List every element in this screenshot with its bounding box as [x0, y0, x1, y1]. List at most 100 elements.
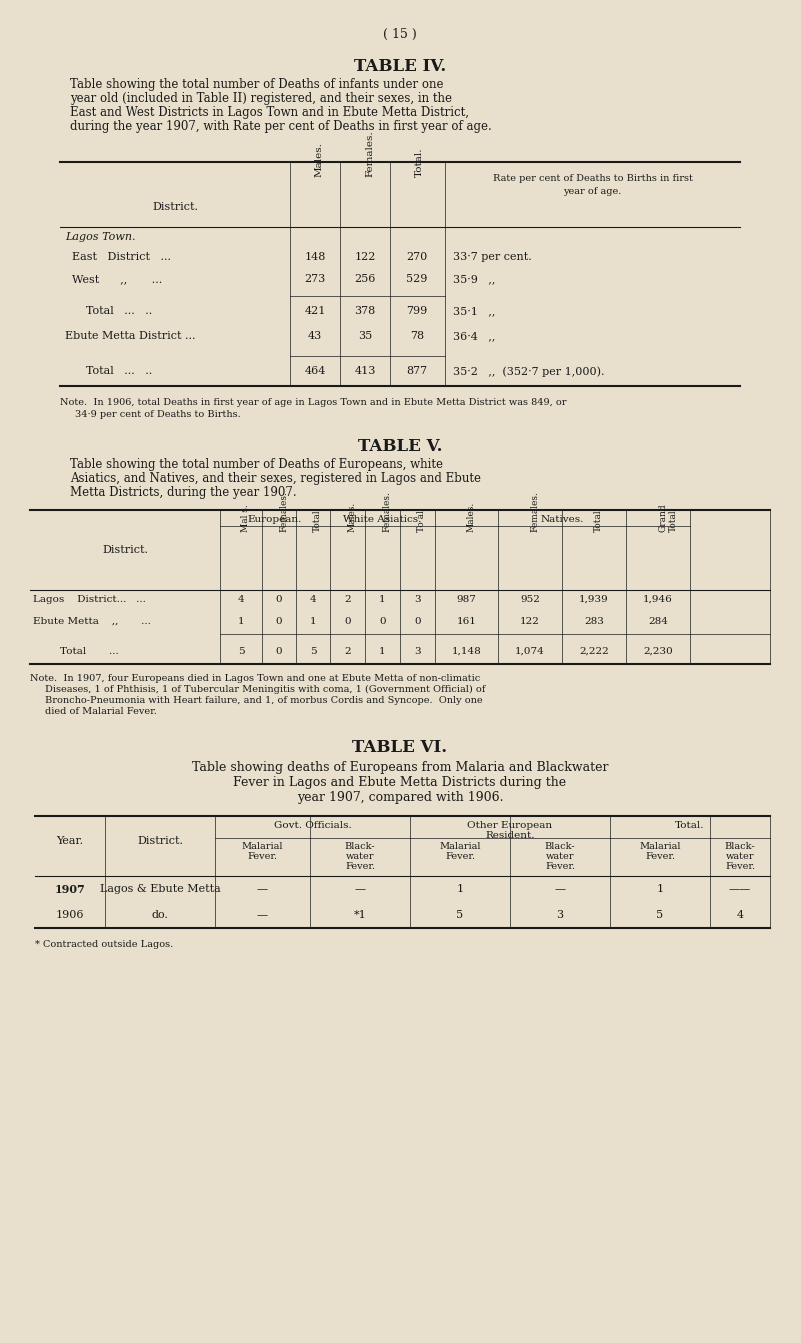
Text: 421: 421 — [304, 306, 326, 316]
Text: 1: 1 — [238, 616, 244, 626]
Text: Fever.: Fever. — [445, 851, 475, 861]
Text: District.: District. — [102, 545, 148, 555]
Text: Males.: Males. — [466, 502, 476, 532]
Text: Total.: Total. — [594, 506, 603, 532]
Text: Malarial: Malarial — [639, 842, 681, 851]
Text: 5: 5 — [457, 911, 464, 920]
Text: Ebute Metta    ,,       ...: Ebute Metta ,, ... — [33, 616, 151, 626]
Text: 0: 0 — [344, 616, 351, 626]
Text: 148: 148 — [304, 252, 326, 262]
Text: Black-: Black- — [545, 842, 575, 851]
Text: Females.: Females. — [279, 492, 288, 532]
Text: Asiatics, and Natives, and their sexes, registered in Lagos and Ebute: Asiatics, and Natives, and their sexes, … — [70, 471, 481, 485]
Text: District.: District. — [137, 835, 183, 846]
Text: 4: 4 — [736, 911, 743, 920]
Text: 1,074: 1,074 — [515, 647, 545, 655]
Text: 799: 799 — [406, 306, 428, 316]
Text: 0: 0 — [379, 616, 386, 626]
Text: 256: 256 — [354, 274, 376, 283]
Text: Note.  In 1906, total Deaths in first year of age in Lagos Town and in Ebute Met: Note. In 1906, total Deaths in first yea… — [60, 398, 566, 407]
Text: year of age.: year of age. — [563, 187, 622, 196]
Text: Grand
Total.: Grand Total. — [658, 504, 678, 532]
Text: Note.  In 1907, four Europeans died in Lagos Town and one at Ebute Metta of non-: Note. In 1907, four Europeans died in La… — [30, 674, 481, 684]
Text: Fever in Lagos and Ebute Metta Districts during the: Fever in Lagos and Ebute Metta Districts… — [233, 776, 566, 788]
Text: Black-: Black- — [725, 842, 755, 851]
Text: Malarial: Malarial — [242, 842, 284, 851]
Text: White Asiatics.: White Asiatics. — [344, 514, 421, 524]
Text: 2: 2 — [344, 647, 351, 655]
Text: Table showing the total number of Deaths of infants under one: Table showing the total number of Deaths… — [70, 78, 444, 91]
Text: 3: 3 — [414, 595, 421, 604]
Text: Females.: Females. — [383, 492, 392, 532]
Text: Year.: Year. — [56, 835, 83, 846]
Text: 0: 0 — [276, 616, 282, 626]
Text: Govt. Officials.: Govt. Officials. — [274, 821, 352, 830]
Text: 1,946: 1,946 — [643, 595, 673, 604]
Text: *1: *1 — [353, 911, 366, 920]
Text: 35·9   ,,: 35·9 ,, — [453, 274, 495, 283]
Text: do.: do. — [151, 911, 168, 920]
Text: Total   ...   ..: Total ... .. — [65, 367, 152, 376]
Text: Table showing the total number of Deaths of Europeans, white: Table showing the total number of Deaths… — [70, 458, 443, 471]
Text: Total.: Total. — [415, 148, 424, 177]
Text: Males.: Males. — [315, 142, 324, 177]
Text: 36·4   ,,: 36·4 ,, — [453, 330, 495, 341]
Text: Malarial: Malarial — [439, 842, 481, 851]
Text: water: water — [545, 851, 574, 861]
Text: 0: 0 — [276, 595, 282, 604]
Text: 1: 1 — [379, 647, 386, 655]
Text: Fever.: Fever. — [248, 851, 278, 861]
Text: Resident.: Resident. — [485, 831, 535, 839]
Text: Natives.: Natives. — [541, 514, 584, 524]
Text: —: — — [554, 884, 566, 894]
Text: TABLE IV.: TABLE IV. — [354, 58, 446, 75]
Text: 273: 273 — [304, 274, 326, 283]
Text: ( 15 ): ( 15 ) — [383, 28, 417, 42]
Text: Fever.: Fever. — [645, 851, 675, 861]
Text: 0: 0 — [276, 647, 282, 655]
Text: died of Malarial Fever.: died of Malarial Fever. — [45, 706, 157, 716]
Text: —: — — [257, 884, 268, 894]
Text: Diseases, 1 of Phthisis, 1 of Tubercular Meningitis with coma, 1 (Government Off: Diseases, 1 of Phthisis, 1 of Tubercular… — [45, 685, 485, 694]
Text: TABLE V.: TABLE V. — [358, 438, 442, 455]
Text: Ebute Metta District ...: Ebute Metta District ... — [65, 330, 195, 341]
Text: water: water — [346, 851, 374, 861]
Text: 3: 3 — [557, 911, 564, 920]
Text: 43: 43 — [308, 330, 322, 341]
Text: 2: 2 — [344, 595, 351, 604]
Text: Fever.: Fever. — [725, 862, 755, 872]
Text: East and West Districts in Lagos Town and in Ebute Metta District,: East and West Districts in Lagos Town an… — [70, 106, 469, 120]
Text: 5: 5 — [310, 647, 316, 655]
Text: 2,222: 2,222 — [579, 647, 609, 655]
Text: 1906: 1906 — [56, 911, 84, 920]
Text: Black-: Black- — [344, 842, 376, 851]
Text: 1: 1 — [657, 884, 663, 894]
Text: Metta Districts, during the year 1907.: Metta Districts, during the year 1907. — [70, 486, 296, 500]
Text: 284: 284 — [648, 616, 668, 626]
Text: Total: Total — [313, 509, 322, 532]
Text: 34·9 per cent of Deaths to Births.: 34·9 per cent of Deaths to Births. — [75, 410, 241, 419]
Text: European.: European. — [248, 514, 302, 524]
Text: 5: 5 — [657, 911, 663, 920]
Text: 4: 4 — [238, 595, 244, 604]
Text: Total.: Total. — [675, 821, 705, 830]
Text: 78: 78 — [410, 330, 424, 341]
Text: 35·1   ,,: 35·1 ,, — [453, 306, 495, 316]
Text: 33·7 per cent.: 33·7 per cent. — [453, 252, 532, 262]
Text: 35·2   ,,  (352·7 per 1,000).: 35·2 ,, (352·7 per 1,000). — [453, 367, 605, 376]
Text: Fever.: Fever. — [545, 862, 575, 872]
Text: TABLE VI.: TABLE VI. — [352, 739, 448, 756]
Text: 413: 413 — [354, 367, 376, 376]
Text: 161: 161 — [457, 616, 477, 626]
Text: 122: 122 — [520, 616, 540, 626]
Text: 3: 3 — [414, 647, 421, 655]
Text: 2,230: 2,230 — [643, 647, 673, 655]
Text: Other European: Other European — [468, 821, 553, 830]
Text: Fever.: Fever. — [345, 862, 375, 872]
Text: District.: District. — [152, 201, 198, 212]
Text: during the year 1907, with Rate per cent of Deaths in first year of age.: during the year 1907, with Rate per cent… — [70, 120, 492, 133]
Text: 35: 35 — [358, 330, 372, 341]
Text: ——: —— — [729, 884, 751, 894]
Text: water: water — [726, 851, 755, 861]
Text: 0: 0 — [414, 616, 421, 626]
